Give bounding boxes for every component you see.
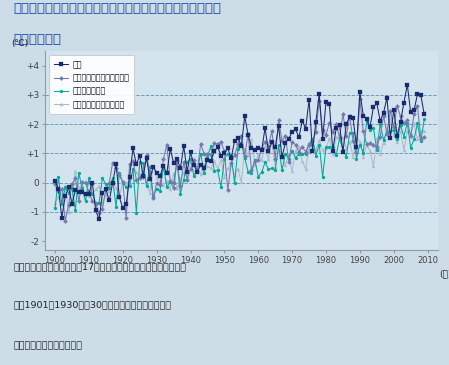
Text: 注：日本の平均気温は国円17地点の平均。いずれも年平均値で、: 注：日本の平均気温は国円17地点の平均。いずれも年平均値で、 [13, 263, 186, 272]
Text: 日本の大都市の気温、日本の平均気温、日本周辺海域の海: 日本の大都市の気温、日本の平均気温、日本周辺海域の海 [13, 2, 221, 15]
Text: (年): (年) [440, 269, 449, 278]
Text: 、1901～1930年の30年平均値からの差を示す。: 、1901～1930年の30年平均値からの差を示す。 [13, 300, 172, 310]
Legend: 東京, 札幌・名古屋・大阪・福岡, 日本の平均気温, 日本周辺海域の海面水温: 東京, 札幌・名古屋・大阪・福岡, 日本の平均気温, 日本周辺海域の海面水温 [49, 55, 134, 114]
Text: 出典：気象庁ホームページ: 出典：気象庁ホームページ [13, 341, 83, 350]
Text: 面水温の推移: 面水温の推移 [13, 32, 62, 46]
Text: (℃): (℃) [12, 39, 29, 48]
